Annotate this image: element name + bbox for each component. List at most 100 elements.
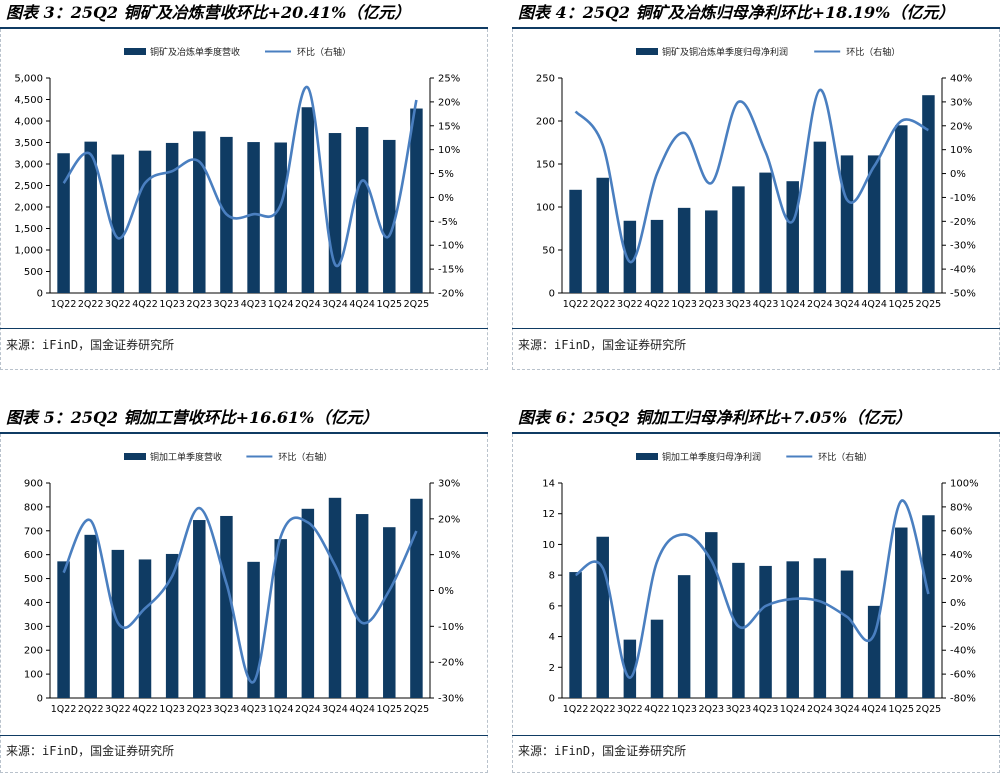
x-tick-label: 1Q24 (268, 299, 294, 310)
chart-6: 铜加工单季度归母净利润 环比（右轴） 0 2 4 6 8 10 12 14 -80% -60% -40%… (542, 451, 978, 715)
x-tick-label: 4Q23 (753, 704, 779, 715)
y-tick-label-right: 15% (438, 121, 460, 132)
x-tick-label: 4Q23 (241, 704, 267, 715)
qoq-line (62, 86, 418, 268)
y-tick-label-right: 30% (950, 97, 972, 108)
y-tick-label-left: 0 (549, 289, 555, 300)
y-tick-label-right: 20% (438, 514, 460, 525)
chart-3: 铜矿及冶炼单季度营收 环比（右轴） 0 500 1,000 1,500 2,000 2,500… (14, 46, 463, 310)
bar (895, 125, 908, 293)
bar (57, 153, 70, 293)
y-tick-label-right: 0% (950, 598, 966, 609)
y-tick-label-left: 150 (536, 160, 555, 171)
source-rule (512, 328, 1000, 329)
y-tick-label-right: -20% (438, 658, 464, 669)
bar (220, 515, 233, 698)
chart-frame (512, 29, 1000, 370)
legend-line-label: 环比（右轴） (846, 46, 900, 58)
legend: 铜加工单季度营收 环比（右轴） (124, 451, 332, 463)
bar (786, 181, 799, 293)
chart-frame (512, 434, 1000, 773)
y-tick-label-right: 10% (950, 145, 972, 156)
bar (138, 559, 152, 698)
bar (111, 154, 125, 293)
x-tick-label: 2Q24 (807, 704, 833, 715)
chart-panel-5: 图表 5：25Q2 铜加工营收环比+16.61%（亿元） 铜加工单季度营收 环比（… (0, 405, 488, 774)
bar (84, 141, 97, 293)
x-tick-label: 1Q25 (376, 704, 402, 715)
y-tick-label-right: -5% (438, 217, 457, 228)
legend-bar-label: 铜加工单季度归母净利润 (662, 451, 761, 463)
y-tick-label-left: 0 (37, 694, 43, 705)
chart-panel-3: 图表 3：25Q2 铜矿及冶炼营收环比+20.41%（亿元） 铜矿及冶炼单季度营… (0, 0, 488, 372)
y-tick-label-left: 800 (24, 502, 43, 513)
x-tick-label: 2Q22 (590, 299, 616, 310)
y-tick-label-left: 200 (24, 646, 43, 657)
x-tick-label: 2Q25 (916, 704, 942, 715)
bar (274, 142, 287, 293)
x-tick-label: 4Q24 (861, 299, 887, 310)
x-tick-label: 2Q25 (404, 704, 430, 715)
y-tick-label-right: 20% (950, 574, 972, 585)
x-tick-label: 3Q23 (726, 704, 752, 715)
x-tick-label: 1Q24 (780, 299, 806, 310)
y-tick-label-left: 400 (24, 598, 43, 609)
bar (569, 189, 582, 293)
x-tick-label: 2Q24 (807, 299, 833, 310)
x-tick-label: 4Q22 (644, 299, 670, 310)
x-tick-label: 2Q23 (186, 299, 212, 310)
x-tick-label: 3Q24 (834, 299, 860, 310)
x-tick-label: 4Q24 (349, 299, 375, 310)
y-tick-label-left: 500 (24, 267, 43, 278)
bar (193, 520, 206, 698)
bar (410, 108, 423, 293)
y-tick-label-left: 200 (536, 117, 555, 128)
y-tick-label-left: 600 (24, 550, 43, 561)
legend-bar-swatch (636, 453, 658, 460)
x-tick-label: 1Q24 (780, 704, 806, 715)
chart-title-3: 图表 3：25Q2 铜矿及冶炼营收环比+20.41%（亿元） (6, 3, 411, 22)
bar (328, 497, 342, 698)
x-tick-label: 2Q22 (78, 299, 104, 310)
y-tick-label-left: 100 (536, 203, 555, 214)
y-tick-label-right: -20% (950, 622, 976, 633)
bar (301, 107, 315, 294)
y-tick-label-left: 14 (542, 479, 555, 490)
x-tick-label: 3Q24 (322, 704, 348, 715)
x-tick-label: 3Q22 (617, 704, 643, 715)
x-tick-label: 1Q22 (51, 299, 77, 310)
y-tick-label-left: 0 (37, 289, 43, 300)
bar (759, 565, 772, 698)
legend-line-label: 环比（右轴） (818, 451, 872, 463)
y-tick-label-left: 4 (549, 632, 555, 643)
x-tick-label: 4Q22 (644, 704, 670, 715)
y-tick-label-right: 20% (438, 97, 460, 108)
legend-bar-swatch (124, 48, 146, 55)
x-tick-label: 3Q22 (105, 299, 131, 310)
x-tick-label: 2Q24 (295, 299, 321, 310)
y-tick-label-right: -80% (950, 694, 976, 705)
y-tick-label-right: 40% (950, 74, 972, 85)
title-rule (512, 432, 1000, 434)
source-text: 来源：iFinD，国金证券研究所 (6, 744, 175, 758)
chart-title-6: 图表 6：25Q2 铜加工归母净利环比+7.05%（亿元） (518, 408, 912, 427)
y-tick-label-left: 6 (549, 601, 555, 612)
x-tick-label: 2Q25 (404, 299, 430, 310)
title-rule (0, 432, 488, 434)
bar (247, 561, 260, 698)
bar (301, 508, 315, 698)
chart-title-5: 图表 5：25Q2 铜加工营收环比+16.61%（亿元） (6, 408, 379, 427)
bar (623, 639, 637, 698)
y-tick-label-left: 2,000 (14, 203, 43, 214)
y-tick-label-left: 3,500 (14, 138, 43, 149)
y-tick-label-left: 0 (549, 694, 555, 705)
bar (867, 155, 881, 293)
y-tick-label-right: 0% (438, 193, 454, 204)
bar (355, 127, 369, 294)
y-tick-label-right: 25% (438, 74, 460, 85)
bar (623, 220, 637, 293)
x-tick-label: 1Q23 (671, 704, 697, 715)
y-tick-label-left: 700 (24, 526, 43, 537)
source-text: 来源：iFinD，国金证券研究所 (6, 338, 175, 352)
legend: 铜矿及铜冶炼单季度归母净利润 环比（右轴） (636, 46, 900, 58)
